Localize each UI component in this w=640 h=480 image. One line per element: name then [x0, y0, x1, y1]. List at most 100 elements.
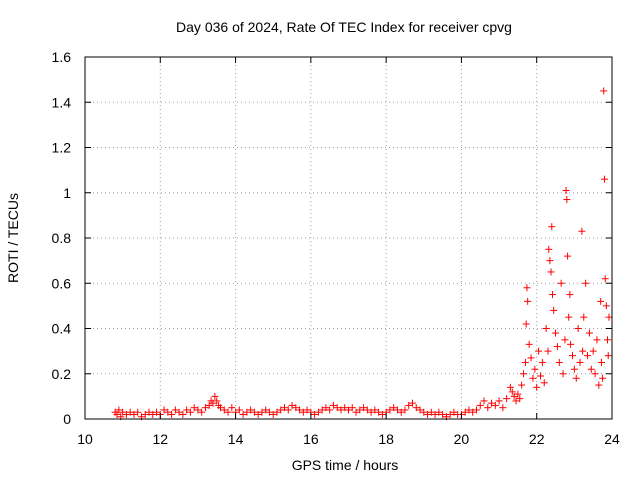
data-point	[597, 297, 605, 305]
data-point	[190, 404, 198, 412]
data-point	[595, 381, 603, 389]
data-point	[363, 406, 371, 414]
data-point	[484, 404, 492, 412]
data-point	[220, 406, 228, 414]
data-point	[318, 406, 326, 414]
data-point	[119, 408, 127, 416]
data-point	[544, 347, 552, 355]
data-point	[164, 408, 172, 416]
data-point	[247, 406, 255, 414]
data-point	[179, 410, 187, 418]
data-point	[378, 410, 386, 418]
data-point	[269, 410, 277, 418]
data-point	[412, 404, 420, 412]
data-point	[516, 395, 524, 403]
data-point	[601, 275, 609, 283]
data-point	[603, 336, 611, 344]
data-point	[299, 408, 307, 416]
data-point	[508, 388, 516, 396]
data-point	[510, 392, 518, 400]
data-point	[427, 408, 435, 416]
data-point	[465, 406, 473, 414]
data-point	[523, 284, 531, 292]
data-point	[258, 408, 266, 416]
data-point	[341, 404, 349, 412]
data-point	[277, 406, 285, 414]
data-point	[574, 325, 582, 332]
data-point	[243, 408, 251, 416]
data-point	[329, 401, 337, 409]
data-point	[171, 406, 179, 414]
data-point	[281, 404, 289, 412]
y-tick-label: 1.6	[52, 49, 72, 65]
data-point	[401, 406, 409, 414]
data-point	[239, 410, 247, 418]
data-point	[175, 408, 183, 416]
data-point	[548, 223, 556, 231]
y-axis-label: ROTI / TECUs	[5, 193, 21, 283]
data-point	[450, 408, 458, 416]
data-point	[525, 340, 533, 348]
data-point	[211, 392, 219, 400]
data-point	[584, 352, 592, 360]
data-point	[522, 320, 530, 328]
y-tick-label: 0.4	[52, 321, 72, 337]
y-tick-label: 0.2	[52, 366, 72, 382]
data-point	[296, 406, 304, 414]
data-point	[122, 410, 130, 418]
data-point	[600, 175, 608, 183]
data-point	[602, 302, 610, 310]
data-point	[303, 406, 311, 414]
data-point	[533, 383, 541, 391]
data-point	[536, 372, 544, 380]
data-point	[262, 406, 270, 414]
data-point	[348, 404, 356, 412]
data-point	[186, 408, 194, 416]
data-point	[134, 408, 142, 416]
data-point	[168, 410, 176, 418]
data-point	[568, 352, 576, 360]
data-point	[576, 358, 584, 366]
data-point	[506, 383, 514, 391]
data-point	[538, 358, 546, 366]
data-point	[288, 401, 296, 409]
x-tick-label: 14	[228, 431, 244, 447]
data-point	[555, 358, 563, 366]
data-point	[480, 397, 488, 405]
data-point	[579, 347, 587, 355]
data-point	[153, 408, 161, 416]
data-point	[572, 374, 580, 382]
data-point	[265, 408, 273, 416]
data-point	[213, 397, 221, 405]
data-point	[585, 329, 593, 337]
data-point	[356, 406, 364, 414]
x-tick-label: 22	[529, 431, 545, 447]
data-point	[550, 306, 558, 314]
data-point	[254, 410, 262, 418]
x-tick-label: 16	[303, 431, 319, 447]
data-point	[390, 404, 398, 412]
data-point	[273, 408, 281, 416]
data-point	[604, 352, 612, 360]
data-point	[345, 406, 352, 414]
data-point	[567, 340, 575, 348]
data-point	[314, 408, 322, 416]
y-tick-label: 1.2	[52, 140, 72, 156]
data-point	[599, 374, 607, 382]
axis-ticks: 10 12 14 16 18 20 22 24 0 0.2 0.4 0.6 0.8 1 1.2 1.4 1.6	[52, 49, 620, 447]
data-point	[326, 406, 334, 414]
data-point	[469, 408, 477, 416]
data-point	[591, 370, 599, 378]
data-point	[461, 408, 469, 416]
data-point	[589, 347, 597, 355]
data-point	[160, 406, 168, 414]
data-point	[224, 408, 232, 416]
data-point	[476, 401, 484, 409]
data-point	[520, 370, 528, 378]
data-point	[564, 252, 572, 260]
data-point	[375, 408, 383, 416]
data-point	[521, 358, 529, 366]
data-point	[593, 336, 601, 344]
